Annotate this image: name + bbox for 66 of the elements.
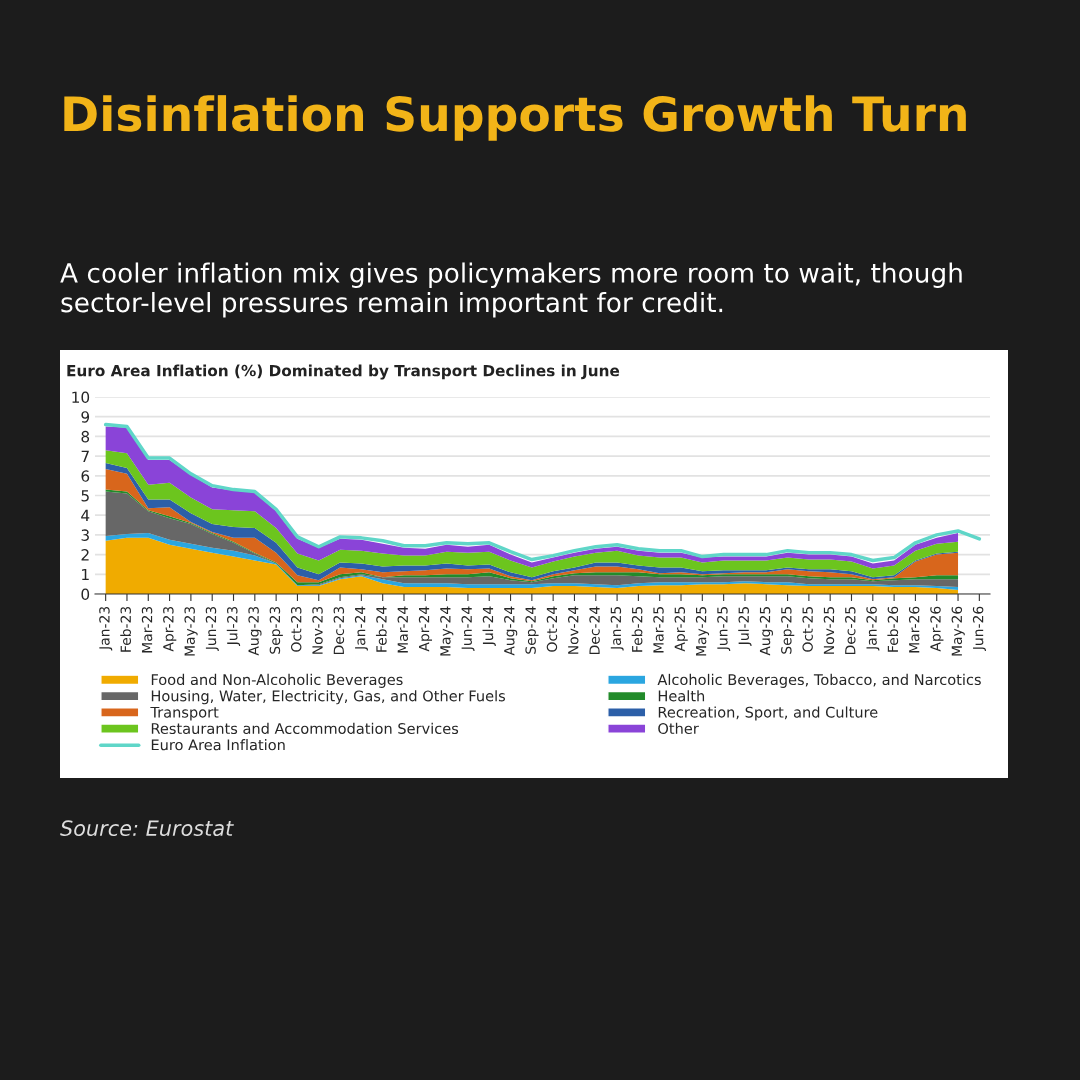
- source-note: Source: Eurostat: [60, 820, 234, 837]
- y-tick-label: 10: [72, 391, 90, 404]
- x-tick-label: Apr-23: [163, 606, 177, 652]
- x-tick-label: Jul-23: [226, 606, 241, 646]
- y-tick-label: 6: [81, 470, 90, 482]
- y-tick-label: 7: [81, 450, 89, 462]
- x-tick-label: Mar-23: [141, 606, 153, 653]
- x-tick-label: Oct-23: [290, 606, 302, 652]
- y-tick-label: 2: [81, 549, 89, 561]
- x-tick-label: Jun-26: [972, 606, 986, 651]
- x-tick-label: May-24: [440, 606, 454, 656]
- x-tick-label: Jan-25: [610, 607, 624, 651]
- y-tick-label: 4: [81, 509, 90, 521]
- y-tick-label: 0: [81, 588, 90, 601]
- legend-label: Food and Non-Alcoholic Beverages: [151, 673, 403, 688]
- legend-label: Health: [658, 690, 705, 702]
- chart-subtitle: A cooler inflation mix gives policymakers more room to wait, though sector-level pressures remain important for credit.: [60, 262, 962, 318]
- legend-label: Other: [658, 722, 699, 735]
- x-tick-label: Mar-26: [908, 606, 920, 653]
- x-tick-label: Nov-23: [312, 606, 323, 654]
- x-tick-label: Sep-25: [781, 607, 795, 654]
- x-tick-label: Jan-26: [866, 606, 880, 651]
- y-tick-label: 8: [81, 430, 90, 443]
- legend-label: Transport: [150, 706, 219, 721]
- y-tick-label: 5: [81, 490, 89, 502]
- x-tick-label: May-23: [184, 606, 198, 656]
- y-tick-label: 1: [82, 568, 89, 581]
- x-tick-label: Apr-24: [418, 606, 433, 652]
- x-tick-label: Mar-24: [397, 606, 409, 653]
- x-tick-label: Oct-24: [546, 606, 558, 652]
- x-tick-label: Mar-25: [653, 607, 664, 653]
- x-tick-label: Nov-25: [823, 607, 835, 654]
- x-tick-label: May-25: [695, 607, 710, 656]
- x-tick-label: Feb-25: [631, 607, 643, 652]
- x-tick-label: Jul-25: [738, 607, 752, 646]
- legend-label: Recreation, Sport, and Culture: [658, 706, 878, 721]
- x-tick-label: Jun-23: [205, 606, 219, 651]
- x-tick-label: Jan-23: [99, 606, 113, 651]
- x-tick-label: Jun-24: [461, 606, 475, 651]
- x-tick-label: Feb-23: [120, 606, 131, 652]
- x-tick-label: Aug-24: [504, 606, 518, 656]
- x-tick-label: Apr-25: [674, 607, 688, 652]
- x-tick-label: Jun-25: [717, 607, 731, 651]
- y-tick-label: 9: [81, 411, 90, 423]
- legend-label: Housing, Water, Electricity, Gas, and Other Fuels: [151, 690, 506, 705]
- x-tick-label: Jul-24: [482, 606, 496, 646]
- x-tick-label: Oct-25: [802, 607, 813, 652]
- chart-title: Disinflation Supports Growth Turn: [64, 95, 966, 141]
- x-tick-label: Aug-23: [248, 606, 262, 656]
- x-tick-label: Aug-25: [759, 607, 773, 656]
- x-tick-label: May-26: [951, 606, 965, 656]
- x-tick-label: Dec-24: [589, 606, 600, 654]
- x-tick-label: Nov-24: [567, 606, 579, 654]
- legend-label: Restaurants and Accommodation Services: [151, 722, 459, 735]
- x-tick-label: Feb-24: [375, 606, 387, 652]
- x-tick-label: Dec-23: [333, 606, 345, 654]
- x-tick-label: Feb-26: [887, 606, 899, 652]
- y-tick-label: 3: [81, 529, 89, 541]
- x-tick-label: Apr-26: [930, 606, 944, 652]
- x-tick-label: Sep-24: [525, 606, 539, 654]
- text: Euro Area Inflation (%) Dominated by Transport Declines in June: [67, 364, 620, 380]
- x-tick-label: Dec-25: [845, 607, 856, 654]
- x-tick-label: Jan-24: [354, 606, 368, 651]
- x-tick-label: Sep-23: [269, 606, 283, 654]
- legend-label: Euro Area Inflation: [151, 739, 285, 751]
- legend-label: Alcoholic Beverages, Tobacco, and Narcotics: [657, 673, 981, 688]
